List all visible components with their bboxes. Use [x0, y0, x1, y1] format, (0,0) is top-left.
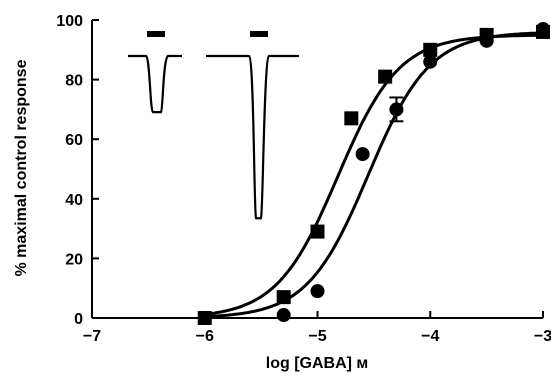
y-tick-label: 60	[65, 132, 83, 149]
ticks: −7 −6 −5 −4 −3 0 20 40 60 80 100	[56, 13, 551, 345]
circle-point	[536, 21, 550, 36]
square-point	[310, 224, 325, 239]
y-axis-title: % maximal control response	[13, 59, 30, 276]
y-tick-label: 80	[65, 73, 83, 90]
circle-point	[355, 147, 370, 162]
circle-point	[389, 102, 404, 117]
x-tick-label: −3	[534, 328, 551, 345]
square-point	[378, 69, 393, 84]
y-tick-label: 0	[74, 311, 83, 328]
square-point	[276, 290, 291, 305]
square-point	[423, 42, 438, 57]
y-tick-label: 100	[56, 13, 83, 30]
x-axis-title: log [GABA] м	[266, 355, 368, 372]
circle-point	[276, 308, 291, 323]
x-tick-label: −6	[196, 328, 214, 345]
y-tick-label: 20	[65, 251, 83, 268]
gaba-application-bar	[250, 31, 268, 37]
current-trace	[128, 54, 182, 114]
circle-point	[197, 311, 212, 325]
current-trace-inset	[128, 31, 299, 220]
current-trace	[206, 54, 299, 220]
circle-point	[310, 284, 325, 299]
circle-point	[479, 33, 494, 48]
data-points	[197, 21, 550, 325]
y-tick-label: 40	[65, 192, 83, 209]
gaba-application-bar	[147, 31, 165, 37]
square-point	[344, 111, 359, 126]
x-tick-label: −5	[308, 328, 326, 345]
x-tick-label: −7	[83, 328, 101, 345]
circle-point	[423, 54, 438, 69]
x-tick-label: −4	[421, 328, 439, 345]
